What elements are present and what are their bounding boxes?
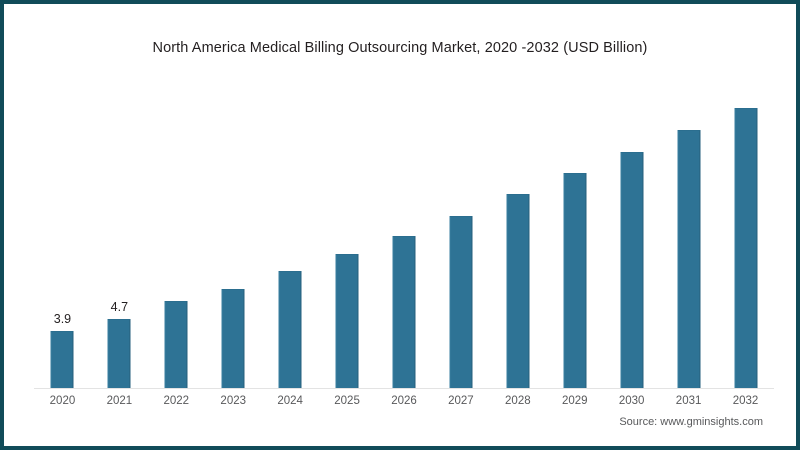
x-tick-2031: 2031 [675,395,702,407]
x-tick-2032: 2032 [732,395,759,407]
x-tick-2022: 2022 [163,395,190,407]
plot-area: 3.9 4.7 [34,84,774,389]
x-axis-line [34,388,774,389]
bar-2026[interactable] [392,235,416,389]
bar-slot [205,84,262,389]
x-tick-2024: 2024 [277,395,303,407]
x-tick-2023: 2023 [220,395,247,407]
bar-slot [376,84,433,389]
bar-slot [262,84,319,389]
x-tick-2025: 2025 [334,395,360,407]
bar-2027[interactable] [449,216,473,389]
bar-2022[interactable] [164,301,188,389]
bar-2025[interactable] [335,253,359,389]
x-tick-2030: 2030 [618,395,645,407]
chart-title: North America Medical Billing Outsourcin… [152,40,648,56]
x-tick-2021: 2021 [106,395,133,407]
bar-slot: 3.9 [34,84,91,389]
x-tick-2028: 2028 [505,395,531,407]
bar-slot: 4.7 [91,84,148,389]
bar-slot [489,84,546,389]
x-tick-2027: 2027 [448,395,474,407]
bar-2030[interactable] [620,152,644,389]
bar-2020[interactable] [50,330,74,389]
bar-value-2020: 3.9 [53,311,72,326]
bar-value-2021: 4.7 [110,300,129,315]
bar-2032[interactable] [734,107,758,389]
x-tick-2020: 2020 [49,395,76,407]
bar-2031[interactable] [677,130,701,389]
bar-slot [432,84,489,389]
bar-slot [148,84,205,389]
source-note: Source: www.gminsights.com [619,416,763,428]
bar-2021[interactable] [107,319,131,389]
x-tick-2029: 2029 [561,395,588,407]
bar-slot [546,84,603,389]
bar-2028[interactable] [506,194,530,389]
bar-2023[interactable] [221,289,245,389]
bar-slot [660,84,717,389]
x-tick-2026: 2026 [391,395,417,407]
bar-slot [717,84,774,389]
bar-2029[interactable] [563,173,587,389]
bar-2024[interactable] [278,271,302,389]
bar-slot [319,84,376,389]
bar-slot [603,84,660,389]
